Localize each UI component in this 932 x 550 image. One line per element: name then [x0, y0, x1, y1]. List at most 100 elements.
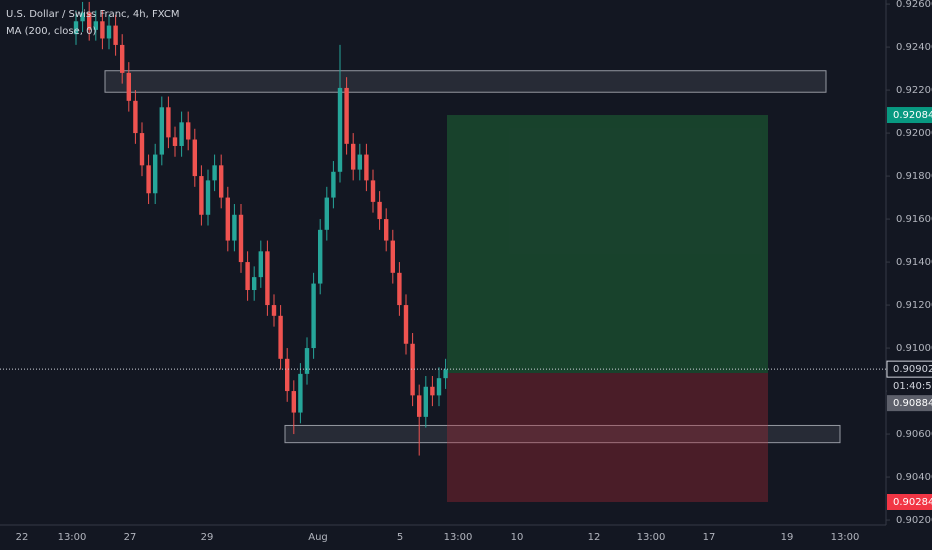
x-tick-label: 22 — [16, 532, 29, 543]
candle-body — [384, 219, 389, 241]
candle-body — [120, 44, 125, 73]
symbol-title: U.S. Dollar / Swiss Franc, 4h, FXCM — [6, 9, 179, 20]
zone-box — [104, 70, 827, 93]
candle-body — [252, 277, 257, 291]
x-tick-label: 5 — [397, 532, 403, 543]
candle-body — [311, 283, 316, 349]
candle-body — [304, 348, 310, 374]
candle-body — [106, 25, 112, 39]
candle-body — [278, 315, 283, 359]
x-tick-label: 29 — [201, 532, 214, 543]
profit-zone — [447, 115, 768, 374]
candle-body — [80, 12, 85, 22]
candle-body — [225, 197, 230, 241]
candle-body — [417, 395, 422, 417]
candle-body — [364, 154, 369, 181]
stop-price-label-box — [887, 493, 932, 510]
candle-body — [205, 180, 211, 215]
candle-body — [238, 214, 244, 263]
target-price-label: 0.92084 — [893, 110, 932, 121]
candle-body — [370, 180, 376, 202]
x-tick-label: 13:00 — [637, 532, 666, 543]
candle-body — [390, 240, 395, 273]
candle-body — [291, 391, 296, 413]
candle-body — [172, 137, 178, 146]
target-price-label-box — [887, 107, 932, 124]
entry-price-label: 0.90884 — [893, 398, 932, 409]
zone-box — [284, 424, 841, 444]
x-tick-label: 27 — [124, 532, 137, 543]
candle-body — [258, 251, 263, 278]
candle-body — [397, 272, 402, 306]
candle-body — [139, 133, 145, 166]
countdown-label-box — [887, 378, 932, 395]
candle-body — [265, 251, 270, 306]
candle-body — [298, 373, 303, 413]
candle-body — [153, 154, 158, 194]
candle-body — [126, 72, 131, 101]
candle-body — [159, 107, 164, 155]
candle-body — [436, 378, 442, 396]
candle-body — [146, 165, 151, 194]
current-price-label-box — [886, 360, 932, 378]
entry-price-label-box — [887, 395, 932, 412]
candle-body — [192, 139, 197, 177]
candle-body — [87, 12, 92, 30]
candle-body — [271, 305, 277, 316]
x-tick-label: 19 — [781, 532, 794, 543]
candle-body — [377, 201, 382, 220]
candle-body — [344, 87, 349, 144]
indicator-label: MA (200, close, 0) — [6, 26, 96, 37]
candle-body — [318, 229, 323, 284]
candle-body — [351, 143, 356, 170]
candle-body — [443, 369, 448, 379]
plot-area — [73, 1, 841, 502]
countdown-label: 01:40:55 — [893, 381, 932, 392]
stop-price-label: 0.90284 — [893, 497, 932, 508]
candle-body — [324, 197, 329, 230]
candle-body — [186, 122, 191, 140]
candle-body — [100, 21, 105, 39]
candle-body — [133, 100, 138, 134]
loss-zone — [447, 373, 768, 502]
candle-body — [232, 214, 237, 241]
candle-body — [73, 21, 79, 35]
candle-body — [166, 107, 171, 138]
candle-body — [403, 305, 409, 344]
x-tick-label: 13:00 — [58, 532, 87, 543]
x-tick-label: 17 — [703, 532, 716, 543]
candle-body — [430, 386, 435, 396]
candle-body — [285, 358, 290, 392]
candle-body — [423, 386, 428, 417]
candle-body — [245, 262, 250, 291]
candle-body — [331, 171, 336, 198]
x-tick-label: Aug — [308, 532, 328, 543]
candle-body — [179, 122, 184, 146]
candle-body — [199, 176, 204, 215]
candle-body — [113, 25, 118, 45]
current-price-label: 0.90902 — [893, 364, 932, 375]
x-tick-label: 13:00 — [831, 532, 860, 543]
x-tick-label: 10 — [511, 532, 524, 543]
x-tick-label: 13:00 — [444, 532, 473, 543]
candle-body — [337, 87, 343, 172]
candle-body — [357, 154, 362, 170]
candle-body — [219, 165, 224, 198]
x-tick-label: 12 — [588, 532, 601, 543]
candle-body — [93, 21, 98, 30]
candle-body — [212, 165, 217, 181]
candle-body — [410, 343, 415, 396]
